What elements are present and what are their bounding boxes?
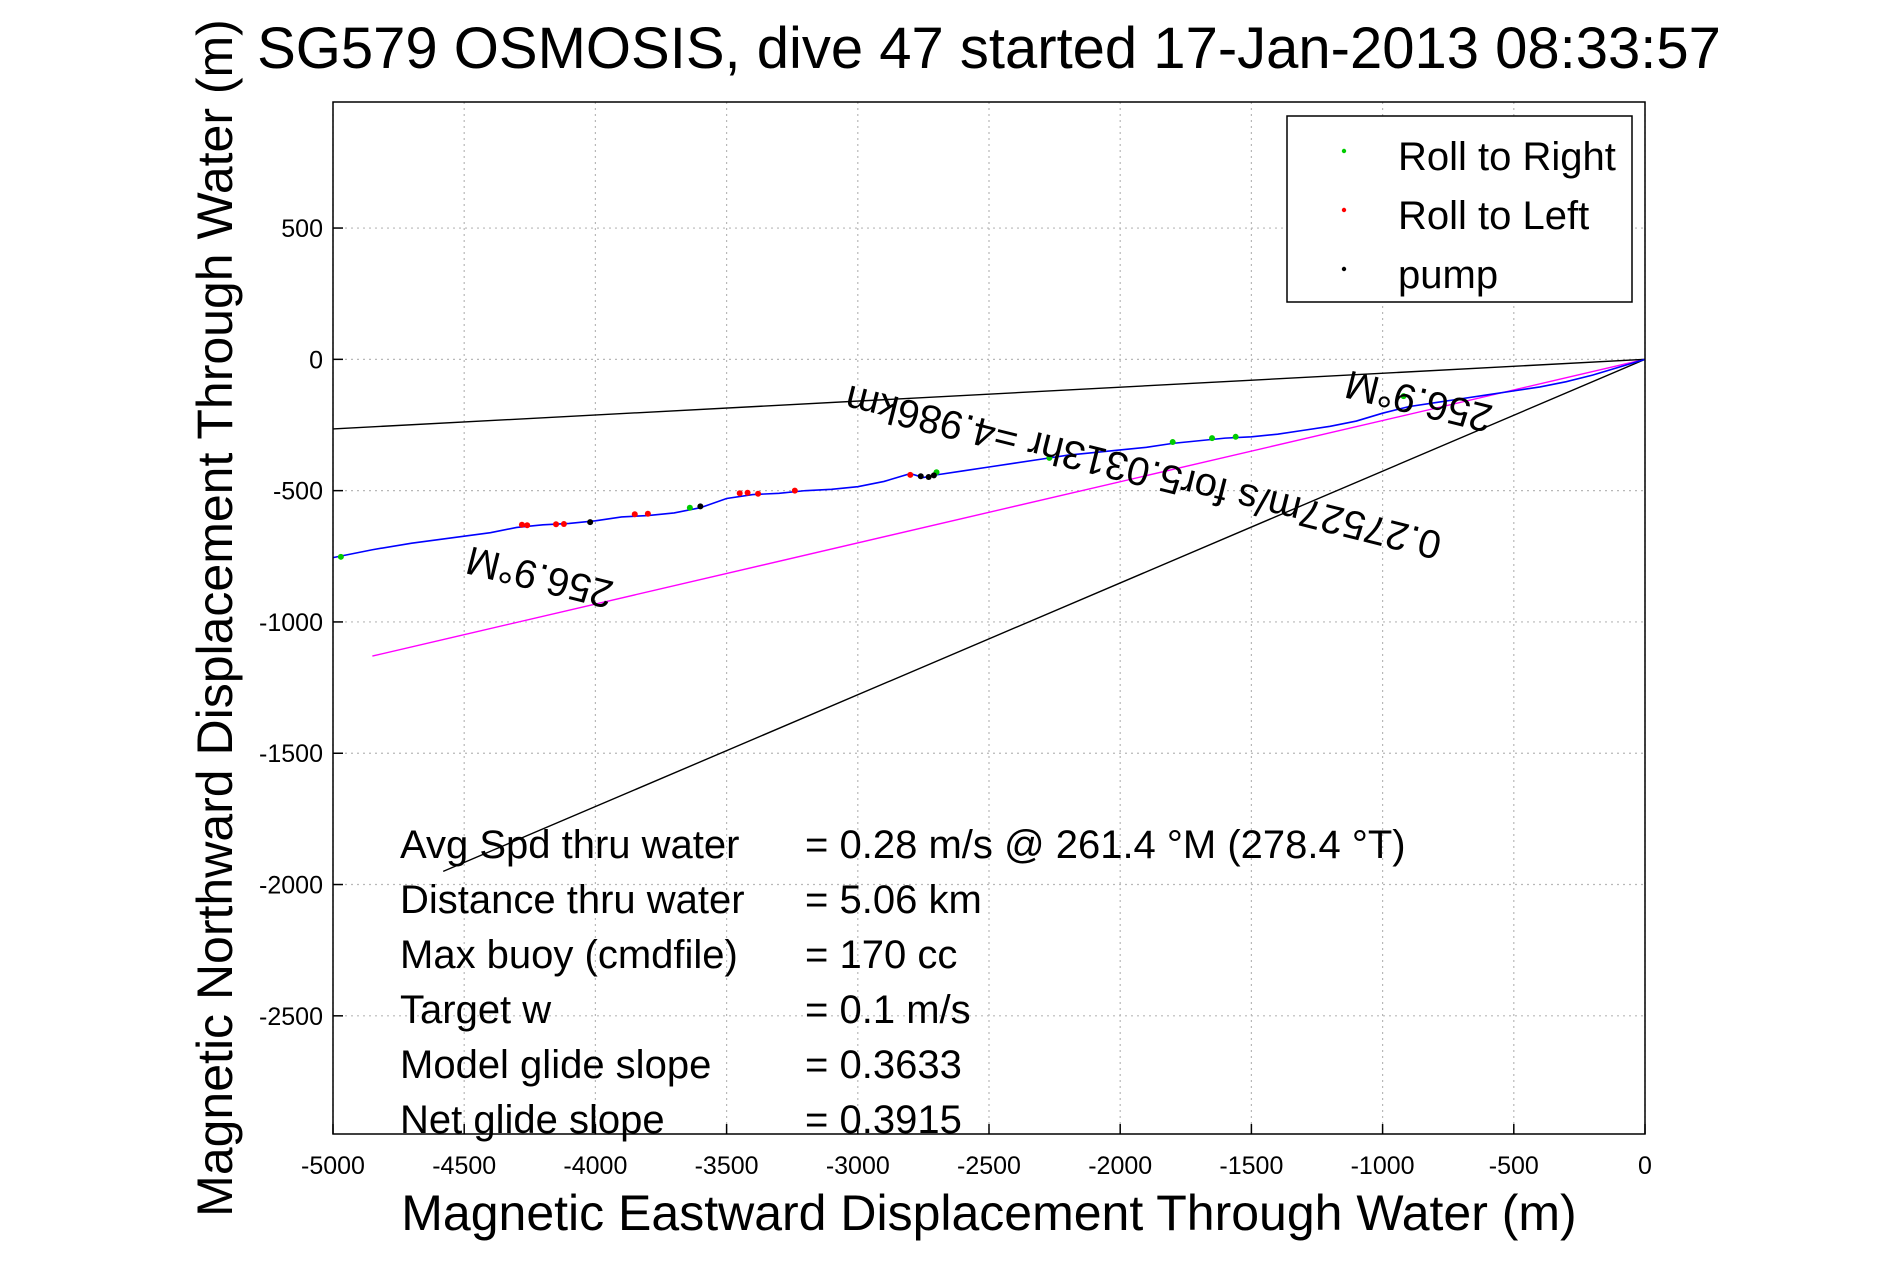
legend-marker-pump xyxy=(1341,266,1347,272)
stat-label: Model glide slope xyxy=(400,1043,711,1087)
marker-pump xyxy=(697,503,704,510)
x-tick-label: -4000 xyxy=(563,1152,627,1180)
series-average-line xyxy=(372,358,1646,657)
marker-roll-right xyxy=(1046,454,1053,461)
stat-label: Target w xyxy=(400,988,551,1032)
stat-value: = 5.06 km xyxy=(805,878,982,922)
legend-marker-roll-right xyxy=(1341,148,1347,154)
x-tick-label: -1500 xyxy=(1219,1152,1283,1180)
x-tick-label: -3500 xyxy=(695,1152,759,1180)
marker-roll-left xyxy=(524,522,531,529)
marker-roll-left xyxy=(736,490,743,497)
legend: Roll to Right Roll to Left pump xyxy=(1286,115,1633,303)
marker-roll-right xyxy=(686,504,693,511)
stat-label: Net glide slope xyxy=(400,1098,665,1142)
marker-roll-right xyxy=(337,553,344,560)
marker-roll-left xyxy=(560,520,567,527)
y-tick-label: -1000 xyxy=(259,609,323,637)
y-tick-label: 0 xyxy=(309,346,323,374)
legend-label-roll-left: Roll to Left xyxy=(1398,194,1589,238)
marker-roll-right xyxy=(1169,439,1176,446)
y-tick-label: -500 xyxy=(273,478,323,506)
stat-label: Max buoy (cmdfile) xyxy=(400,933,738,977)
marker-roll-right xyxy=(1232,433,1239,440)
marker-roll-right xyxy=(1400,393,1407,400)
marker-pump xyxy=(917,473,924,480)
x-tick-label: -4500 xyxy=(432,1152,496,1180)
x-axis-label: Magnetic Eastward Displacement Through W… xyxy=(401,1185,1576,1241)
marker-roll-left xyxy=(907,471,914,478)
marker-roll-left xyxy=(791,487,798,494)
stat-label: Distance thru water xyxy=(400,878,745,922)
x-tick-label: -2000 xyxy=(1088,1152,1152,1180)
marker-roll-right xyxy=(1209,435,1216,442)
legend-marker-roll-left xyxy=(1341,207,1347,213)
event-markers xyxy=(337,393,1407,560)
y-axis-label: Magnetic Northward Displacement Through … xyxy=(187,19,243,1217)
stat-value: = 0.3633 xyxy=(805,1043,962,1087)
marker-pump xyxy=(925,473,932,480)
legend-label-pump: pump xyxy=(1398,253,1498,297)
x-tick-label: -5000 xyxy=(301,1152,365,1180)
y-tick-label: 500 xyxy=(281,215,323,243)
x-tick-label: -3000 xyxy=(826,1152,890,1180)
marker-roll-left xyxy=(553,521,560,528)
stat-value: = 0.3915 xyxy=(805,1098,962,1142)
x-tick-label: -2500 xyxy=(957,1152,1021,1180)
series-track-line xyxy=(332,358,1646,559)
x-tick-label: 0 xyxy=(1638,1152,1652,1180)
series-reference-upper-line xyxy=(332,358,1646,430)
stat-label: Avg Spd thru water xyxy=(400,823,739,867)
legend-label-roll-right: Roll to Right xyxy=(1398,135,1616,179)
track-lines xyxy=(332,358,1646,559)
marker-roll-left xyxy=(755,490,762,497)
marker-roll-left xyxy=(518,521,525,528)
stat-value: = 170 cc xyxy=(805,933,957,977)
chart-title: SG579 OSMOSIS, dive 47 started 17-Jan-20… xyxy=(257,16,1721,81)
marker-pump xyxy=(930,472,937,479)
y-tick-label: -1500 xyxy=(259,740,323,768)
marker-roll-left xyxy=(644,510,651,517)
marker-roll-left xyxy=(744,489,751,496)
y-tick-label: -2500 xyxy=(259,1003,323,1031)
marker-pump xyxy=(587,519,594,526)
stat-value: = 0.1 m/s xyxy=(805,988,971,1032)
marker-roll-left xyxy=(631,511,638,518)
x-tick-label: -500 xyxy=(1489,1152,1539,1180)
reference-lines xyxy=(332,358,1646,873)
stat-value: = 0.28 m/s @ 261.4 °M (278.4 °T) xyxy=(805,823,1406,867)
x-tick-label: -1000 xyxy=(1351,1152,1415,1180)
stats-block: Avg Spd thru water = 0.28 m/s @ 261.4 °M … xyxy=(400,823,1406,1142)
x-axis-ticks: -5000 -4500 -4000 -3500 -3000 -2500 -2000 -1500… xyxy=(301,1124,1652,1180)
y-tick-label: -2000 xyxy=(259,872,323,900)
y-axis-ticks: -2500 -2000 -1500 -1000 -500 0 500 xyxy=(259,215,343,1031)
series-reference-lower-line xyxy=(442,358,1646,873)
